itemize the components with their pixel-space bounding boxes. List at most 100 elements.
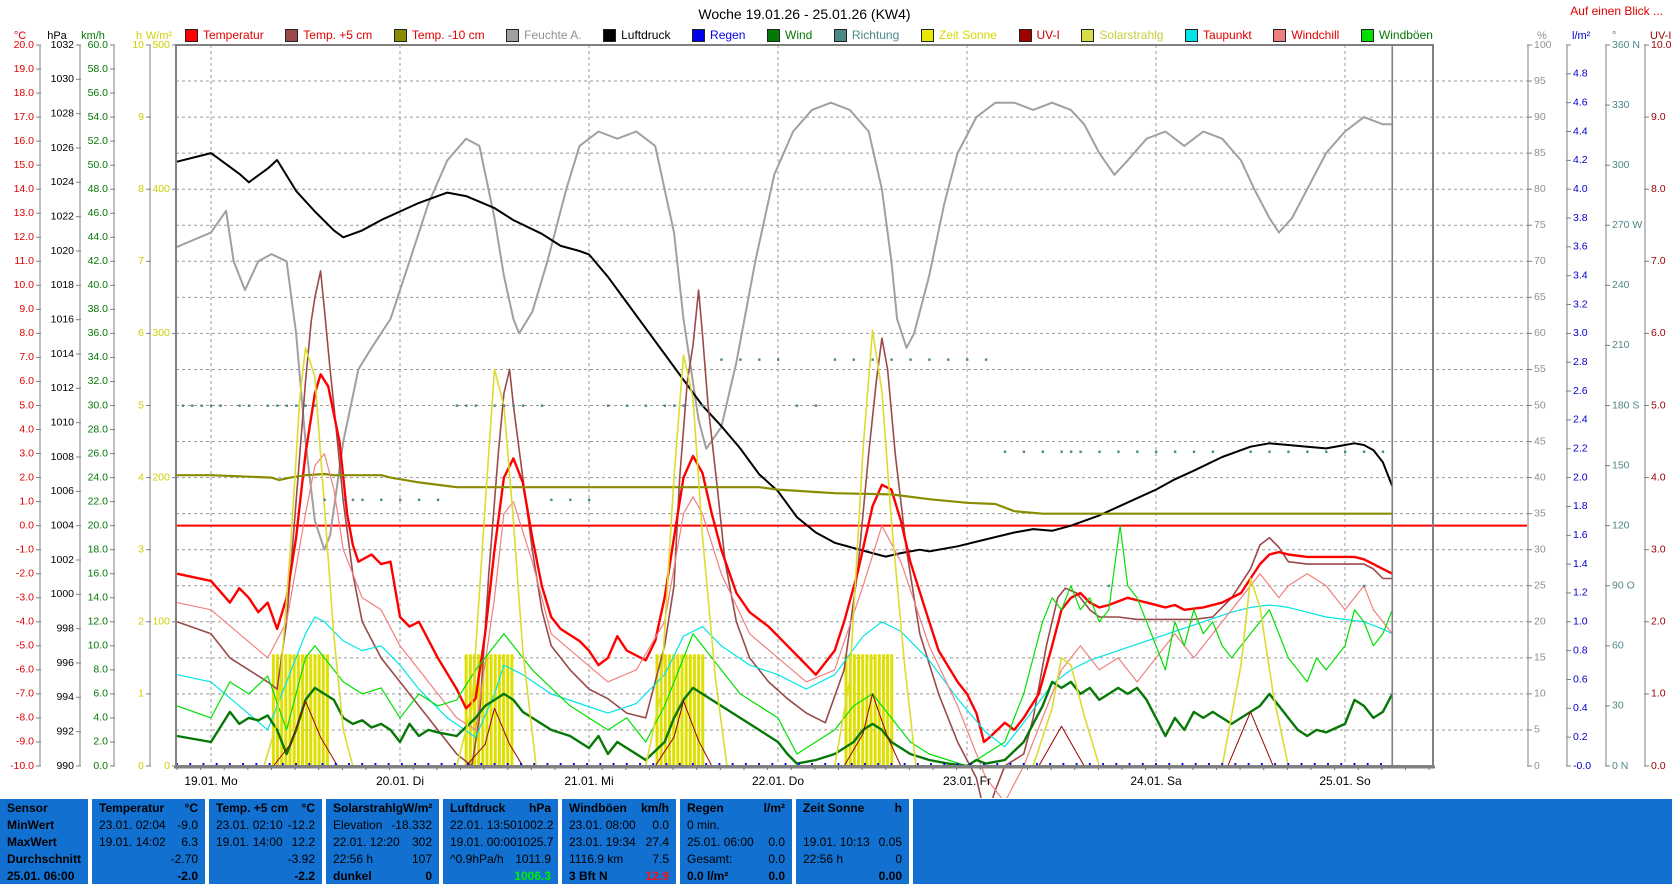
table-cell-value: -2.2: [294, 868, 315, 883]
rain-dot: [705, 762, 708, 766]
series-taupunkt: [176, 604, 1393, 748]
legend-item-6[interactable]: Wind: [767, 28, 812, 42]
axis-tick-label: 58.0: [88, 63, 109, 75]
quick-view-link[interactable]: Auf einen Blick ...: [1570, 4, 1663, 18]
legend-item-7[interactable]: Richtung: [833, 28, 899, 42]
rain-dot: [1221, 762, 1224, 766]
axis-tick-label: W/m²: [146, 30, 173, 42]
rain-dot: [850, 762, 853, 766]
rain-dot: [559, 762, 562, 766]
series-feuchte-a-: [176, 101, 1393, 551]
sunshine-bar: [672, 654, 676, 766]
sunshine-bar: [489, 654, 493, 766]
series-uv-i: [177, 693, 1393, 767]
table-cell-value: h: [894, 800, 902, 815]
direction-dot: [588, 498, 591, 502]
axis-tick-label: 180 S: [1612, 399, 1639, 411]
legend-item-8[interactable]: Zeit Sonne: [920, 28, 997, 42]
rain-dot: [1154, 762, 1158, 766]
legend-item-5[interactable]: Regen: [692, 28, 745, 42]
direction-dot: [1155, 450, 1158, 453]
table-cell-label: 23.01. 19:34: [569, 834, 636, 849]
axis-tick-label: 100: [1534, 39, 1552, 51]
axis-tick-label: 34.0: [88, 351, 109, 363]
table-cell-label: 3 Bft N: [569, 868, 608, 883]
axis-tick-label: 13.0: [14, 207, 35, 219]
table-cell-label: 19.01. 10:13: [803, 834, 870, 849]
table-cell-label: 22.01. 12:20: [333, 834, 400, 849]
axis-tick-label: -4.0: [16, 616, 34, 628]
sunshine-bar: [506, 654, 510, 766]
table-cell-value: -18.332: [391, 817, 432, 832]
legend-item-3[interactable]: Feuchte A.: [506, 28, 582, 42]
table-row: Regen l/m²: [680, 799, 792, 816]
legend-item-9[interactable]: UV-I: [1018, 28, 1060, 42]
legend-item-2[interactable]: Temp. -10 cm: [393, 28, 485, 42]
sunshine-bar: [877, 654, 881, 766]
axis-tick-label: 25.01. So: [1319, 774, 1371, 788]
sunshine-bar: [321, 654, 325, 766]
axis-tick-label: 150: [1612, 459, 1630, 471]
axis-tick-label: 5.0: [19, 399, 34, 411]
table-col-zeit-sonne: Zeit Sonne h 19.01. 10:13 0.05 22:56 h 0 0.00: [796, 799, 909, 884]
axis-tick-label: l/m²: [1572, 30, 1591, 42]
table-row: 0 min.: [680, 816, 792, 833]
axis-tick-label: 44.0: [88, 231, 109, 243]
direction-dot: [569, 498, 572, 502]
axis-tick-label: °C: [14, 30, 26, 42]
sensor-stats-table: Sensor MinWert MaxWert Durchschnitt 25.01. 0…: [0, 799, 1677, 884]
rain-dot: [784, 762, 787, 766]
table-cell-label: 22:56 h: [803, 851, 844, 866]
chart-legend: Temperatur Temp. +5 cm Temp. -10 cm Feuchte…: [185, 27, 1433, 43]
direction-dot: [191, 404, 194, 407]
axis-tick-label: 90 O: [1612, 580, 1635, 592]
axis-tick-label: 55: [1534, 363, 1546, 375]
direction-dot: [701, 404, 704, 407]
legend-swatch-icon: [603, 28, 617, 42]
rain-dot: [1101, 762, 1105, 766]
axis-tick-label: 1002: [51, 554, 75, 566]
direction-dot: [1173, 450, 1177, 453]
direction-dot: [399, 498, 402, 502]
table-cell-label: 23.01. 02:04: [99, 817, 166, 832]
table-cell-value: 0.0: [768, 868, 785, 883]
rain-dot: [1168, 762, 1171, 766]
table-cell-value: °C: [184, 800, 198, 815]
rain-dot: [1366, 762, 1369, 766]
table-cell-value: -12.2: [287, 817, 315, 832]
axis-tick-label: 38.0: [88, 303, 109, 315]
axis-tick-label: 10: [1534, 688, 1546, 700]
axis-tick-label: 0: [164, 760, 170, 772]
axis-tick-label: 19.0: [14, 63, 35, 75]
legend-item-0[interactable]: Temperatur: [185, 28, 264, 42]
legend-item-11[interactable]: Taupunkt: [1185, 28, 1252, 42]
legend-item-12[interactable]: Windchill: [1273, 28, 1339, 42]
table-cell-label: 19.01. 00:00: [450, 834, 517, 849]
legend-swatch-icon: [692, 28, 706, 42]
direction-dot: [238, 404, 241, 407]
table-cell-value: 0: [425, 868, 432, 883]
sunshine-bar: [288, 654, 292, 766]
axis-tick-label: 1010: [51, 416, 75, 428]
axis-tick-label: 10: [132, 39, 144, 51]
axis-tick-label: 0.0: [93, 760, 108, 772]
table-cell-label: Temp. +5 cm: [216, 800, 289, 815]
axis-tick-label: 1026: [51, 142, 75, 154]
table-row: 22.01. 12:20 302: [326, 833, 439, 850]
legend-item-4[interactable]: Luftdruck: [603, 28, 670, 42]
axis-tick-label: 1022: [51, 210, 75, 222]
legend-item-10[interactable]: Solarstrahlg: [1081, 28, 1163, 42]
rain-dot: [1049, 762, 1052, 766]
axis-tick-label: 40.0: [88, 279, 109, 291]
rain-dot: [890, 762, 893, 766]
axis-tick-label: 46.0: [88, 207, 109, 219]
rain-dot: [744, 762, 747, 766]
rain-dot: [771, 762, 774, 766]
table-row: Windböen km/h: [562, 799, 676, 816]
axis-tick-label: 6.0: [19, 375, 34, 387]
axis-tick-label: 1.0: [1573, 616, 1588, 628]
legend-item-13[interactable]: Windböen: [1360, 28, 1433, 42]
sunshine-bar: [305, 654, 309, 766]
axis-tick-label: 300: [1612, 159, 1630, 171]
legend-item-1[interactable]: Temp. +5 cm: [285, 28, 372, 42]
